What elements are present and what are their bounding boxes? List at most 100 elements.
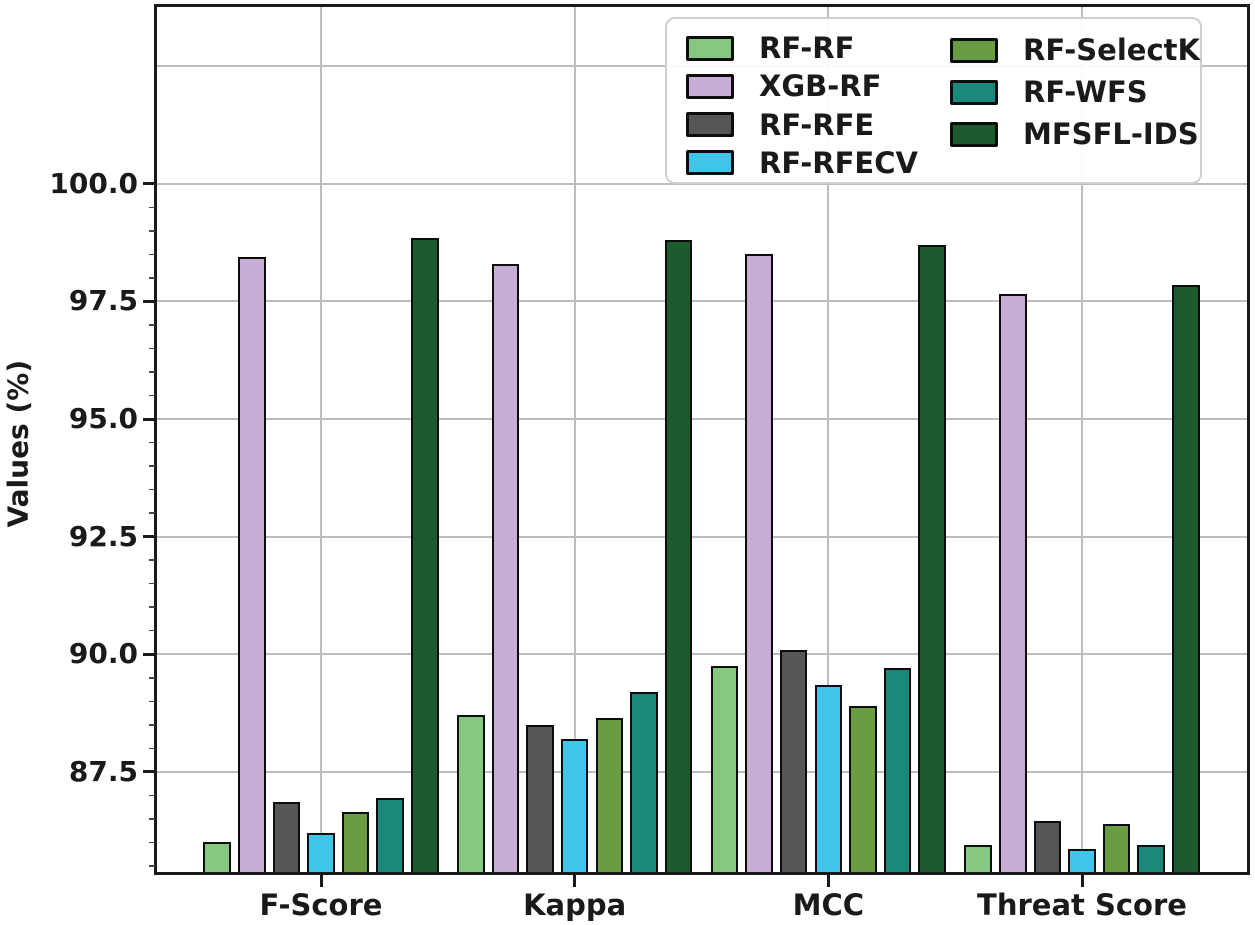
bar-RF-WFS-F-Score xyxy=(376,797,404,875)
y-tick-label: 100.0 xyxy=(49,166,138,200)
bar-RF-RF-Threat Score xyxy=(964,844,992,875)
bar-RF-RFECV-Threat Score xyxy=(1068,849,1096,875)
y-axis-minor-tick xyxy=(149,441,155,444)
legend-label: RF-WFS xyxy=(1023,75,1148,109)
y-axis-minor-tick xyxy=(149,253,155,256)
legend-label: RF-RFECV xyxy=(759,145,918,180)
gridline-vertical xyxy=(320,5,322,873)
y-tick-label: 95.0 xyxy=(68,402,138,435)
legend-item: MFSFL-IDS xyxy=(950,113,1200,155)
x-tick-label: Kappa xyxy=(523,888,627,922)
y-axis-minor-tick xyxy=(149,465,155,467)
y-axis-minor-tick xyxy=(149,371,155,373)
y-axis-major-tick xyxy=(143,299,155,303)
gridline-vertical xyxy=(573,5,576,873)
bar-RF-RFE-F-Score xyxy=(272,802,301,875)
legend-label: RF-SelectK xyxy=(1023,33,1200,67)
y-axis-minor-tick xyxy=(149,582,155,585)
y-axis-major-tick xyxy=(143,417,155,421)
legend-swatch-icon xyxy=(686,112,734,138)
legend-item: RF-RF xyxy=(686,29,950,67)
y-axis-minor-tick xyxy=(149,347,155,350)
y-tick-label: 92.5 xyxy=(68,519,138,553)
bar-MFSFL-IDS-MCC xyxy=(918,244,946,875)
gridline-vertical xyxy=(827,5,830,873)
bar-RF-RFECV-Kappa xyxy=(560,738,589,875)
bar-RF-SelectK-F-Score xyxy=(341,811,370,875)
y-axis-minor-tick xyxy=(149,818,155,820)
y-axis-minor-tick xyxy=(149,841,155,844)
x-axis-tick xyxy=(1080,874,1084,887)
gridline-horizontal xyxy=(155,770,1248,773)
legend-swatch-icon xyxy=(686,73,734,99)
y-tick-label: 90.0 xyxy=(68,637,138,671)
legend: RF-RF XGB-RF RF-RFE RF-RFECV RF-SelectK RF-WF… xyxy=(665,17,1202,184)
bar-RF-RF-Kappa xyxy=(457,715,485,875)
y-axis-minor-tick xyxy=(149,606,155,608)
bar-MFSFL-IDS-Threat Score xyxy=(1172,284,1200,875)
y-axis-minor-tick xyxy=(149,324,155,326)
y-axis-minor-tick xyxy=(149,488,155,491)
y-axis-major-tick xyxy=(143,770,155,774)
y-axis-minor-tick xyxy=(149,747,155,750)
bar-RF-RFE-Threat Score xyxy=(1033,821,1062,875)
bar-RF-RFECV-F-Score xyxy=(307,833,335,875)
bar-RF-RF-MCC xyxy=(710,665,739,875)
gridline-horizontal xyxy=(155,653,1248,656)
gridline-vertical xyxy=(1081,5,1083,873)
bar-RF-WFS-MCC xyxy=(883,668,912,875)
legend-label: MFSFL-IDS xyxy=(1023,117,1199,151)
bar-MFSFL-IDS-F-Score xyxy=(411,237,439,875)
x-tick-label: F-Score xyxy=(259,888,383,922)
y-tick-label: 87.5 xyxy=(68,754,138,788)
legend-column: RF-RF XGB-RF RF-RFE RF-RFECV xyxy=(686,29,950,182)
legend-item: RF-RFECV xyxy=(686,144,950,182)
x-axis-tick xyxy=(573,874,577,887)
legend-item: RF-WFS xyxy=(950,71,1200,113)
legend-item: RF-SelectK xyxy=(950,29,1200,71)
legend-swatch-icon xyxy=(686,150,734,176)
bar-MFSFL-IDS-Kappa xyxy=(664,240,693,875)
y-axis-minor-tick xyxy=(149,512,155,514)
bar-RF-RF-F-Score xyxy=(203,842,231,875)
bar-RF-RFE-MCC xyxy=(779,649,808,875)
legend-swatch-icon xyxy=(950,79,999,105)
x-tick-label: Threat Score xyxy=(977,888,1187,922)
bar-RF-RFE-Kappa xyxy=(526,724,554,875)
gridline-horizontal xyxy=(155,418,1248,420)
legend-swatch-icon xyxy=(950,121,999,147)
bar-XGB-RF-Threat Score xyxy=(999,294,1027,875)
x-axis-tick xyxy=(319,874,323,887)
legend-item: XGB-RF xyxy=(686,67,950,105)
gridline-horizontal xyxy=(155,300,1248,303)
legend-swatch-icon xyxy=(950,37,999,63)
bar-XGB-RF-F-Score xyxy=(238,256,266,875)
legend-swatch-icon xyxy=(686,35,734,61)
y-axis-major-tick xyxy=(143,652,155,656)
y-axis-minor-tick xyxy=(149,230,155,232)
y-axis-minor-tick xyxy=(149,629,155,632)
bar-RF-SelectK-MCC xyxy=(849,705,877,875)
gridline-horizontal xyxy=(155,535,1248,538)
y-tick-label: 97.5 xyxy=(68,284,138,318)
legend-label: RF-RFE xyxy=(759,107,875,142)
y-axis-major-tick xyxy=(143,535,155,539)
y-axis-minor-tick xyxy=(149,677,155,679)
y-axis-major-tick xyxy=(143,182,155,186)
bar-XGB-RF-MCC xyxy=(745,254,773,875)
bar-RF-SelectK-Threat Score xyxy=(1102,823,1131,875)
legend-column: RF-SelectK RF-WFS MFSFL-IDS xyxy=(950,29,1200,182)
legend-label: RF-RF xyxy=(759,31,855,66)
y-axis-minor-tick xyxy=(149,206,155,209)
x-tick-label: MCC xyxy=(792,888,865,922)
y-axis-minor-tick xyxy=(149,724,155,726)
bar-XGB-RF-Kappa xyxy=(491,263,520,875)
legend-item: RF-RFE xyxy=(686,106,950,144)
y-axis-minor-tick xyxy=(149,559,155,561)
x-axis-tick xyxy=(826,874,830,887)
bar-RF-RFECV-MCC xyxy=(814,684,843,875)
y-axis-minor-tick xyxy=(149,394,155,397)
bar-RF-WFS-Kappa xyxy=(630,691,658,875)
legend-label: XGB-RF xyxy=(759,69,882,104)
